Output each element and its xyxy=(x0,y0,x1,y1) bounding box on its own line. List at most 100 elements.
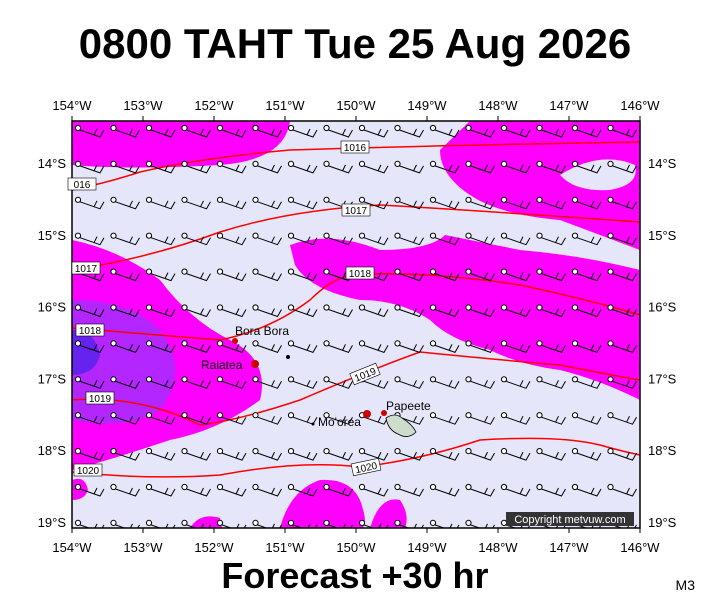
barb-station xyxy=(607,196,614,203)
barb-station xyxy=(429,160,437,167)
barb-station xyxy=(145,268,153,275)
wind-barb xyxy=(323,448,353,461)
wind-barb xyxy=(465,340,495,354)
isobar-label-text: 1017 xyxy=(75,264,98,275)
wind-barb xyxy=(287,483,318,497)
barb-staff xyxy=(257,451,282,461)
barb-staff xyxy=(292,272,318,282)
wind-barb xyxy=(287,196,318,210)
lon-label: 151°W xyxy=(265,540,305,555)
barb-station xyxy=(145,340,153,347)
barb-staff xyxy=(363,236,389,246)
wind-barb xyxy=(536,268,566,282)
wind-barb xyxy=(358,196,389,210)
wind-barb xyxy=(500,340,531,354)
barb-station xyxy=(429,412,437,419)
isobar-label-text: 016 xyxy=(74,180,91,191)
barb-staff xyxy=(399,236,424,246)
wind-barb xyxy=(74,376,105,389)
barb-station xyxy=(607,483,614,491)
lat-label: 17°S xyxy=(648,371,677,386)
wind-barb xyxy=(74,232,105,246)
model-code: M3 xyxy=(676,577,696,593)
wind-barb xyxy=(287,340,318,354)
wind-barb xyxy=(216,124,247,138)
wind-barb xyxy=(358,160,389,174)
barb-staff xyxy=(470,415,495,425)
precip-area xyxy=(190,516,222,528)
wind-barb xyxy=(181,232,211,246)
barb-staff xyxy=(115,380,140,389)
barb-station xyxy=(358,483,366,491)
barb-station xyxy=(110,124,117,132)
barb-staff xyxy=(576,487,602,497)
wind-barb xyxy=(74,412,105,425)
wind-barb xyxy=(394,268,424,282)
barb-station xyxy=(358,304,366,311)
lon-label: 149°W xyxy=(407,98,447,113)
barb-staff xyxy=(470,487,495,497)
barb-station xyxy=(181,268,188,275)
barb-staff xyxy=(115,236,140,246)
barb-station xyxy=(323,483,330,491)
place-label: Bora Bora xyxy=(235,324,289,338)
barb-station xyxy=(571,124,579,132)
barb-station xyxy=(323,232,330,239)
barb-staff xyxy=(115,344,140,354)
wind-barb xyxy=(429,376,460,389)
barb-station xyxy=(181,412,188,419)
barb-staff xyxy=(328,487,353,497)
barb-staff xyxy=(257,200,282,210)
barb-staff xyxy=(221,272,247,282)
tahiti xyxy=(385,414,417,437)
barb-station xyxy=(181,448,188,455)
lon-label: 146°W xyxy=(620,98,660,113)
wind-barb xyxy=(536,232,566,246)
isobar-label: 1020 xyxy=(73,463,103,477)
barb-staff xyxy=(328,415,353,425)
barb-station xyxy=(500,160,508,167)
barb-staff xyxy=(115,200,140,210)
barb-staff xyxy=(576,415,602,425)
barb-staff xyxy=(541,200,566,210)
wind-barb xyxy=(607,448,637,461)
barb-staff xyxy=(257,344,282,354)
wind-barb xyxy=(181,340,211,354)
wind-barb xyxy=(465,304,495,318)
barb-staff xyxy=(150,308,176,318)
barb-station xyxy=(252,340,259,347)
wind-barb xyxy=(216,232,247,246)
barb-staff xyxy=(292,200,318,210)
barb-station xyxy=(216,376,224,383)
barb-station xyxy=(252,196,259,203)
wind-barb xyxy=(216,376,247,389)
barb-station xyxy=(287,376,295,383)
wind-barb xyxy=(429,448,460,461)
barb-station xyxy=(500,232,508,239)
isobar-label-text: 1020 xyxy=(77,466,100,477)
wind-barb xyxy=(252,304,282,318)
barb-staff xyxy=(399,272,424,282)
barb-staff xyxy=(186,128,211,138)
wind-barb xyxy=(465,124,495,138)
barb-station xyxy=(465,519,472,527)
wind-barb xyxy=(216,268,247,282)
wind-barb xyxy=(536,376,566,389)
isobar-label-box xyxy=(349,362,381,386)
barb-station xyxy=(323,196,330,203)
barb-staff xyxy=(576,344,602,354)
lon-label: 146°W xyxy=(620,540,660,555)
wind-barb xyxy=(536,448,566,461)
barb-staff xyxy=(221,380,247,389)
barb-staff xyxy=(470,451,495,461)
barb-station xyxy=(287,268,295,275)
barb-staff xyxy=(434,128,460,138)
barb-staff xyxy=(186,380,211,389)
barb-station xyxy=(607,412,614,419)
barb-staff xyxy=(363,451,389,461)
wind-barb xyxy=(145,412,176,425)
wind-barb xyxy=(181,304,211,318)
isobar-label-text: 1020 xyxy=(354,461,378,476)
precip-area xyxy=(290,235,640,400)
barb-staff xyxy=(470,272,495,282)
